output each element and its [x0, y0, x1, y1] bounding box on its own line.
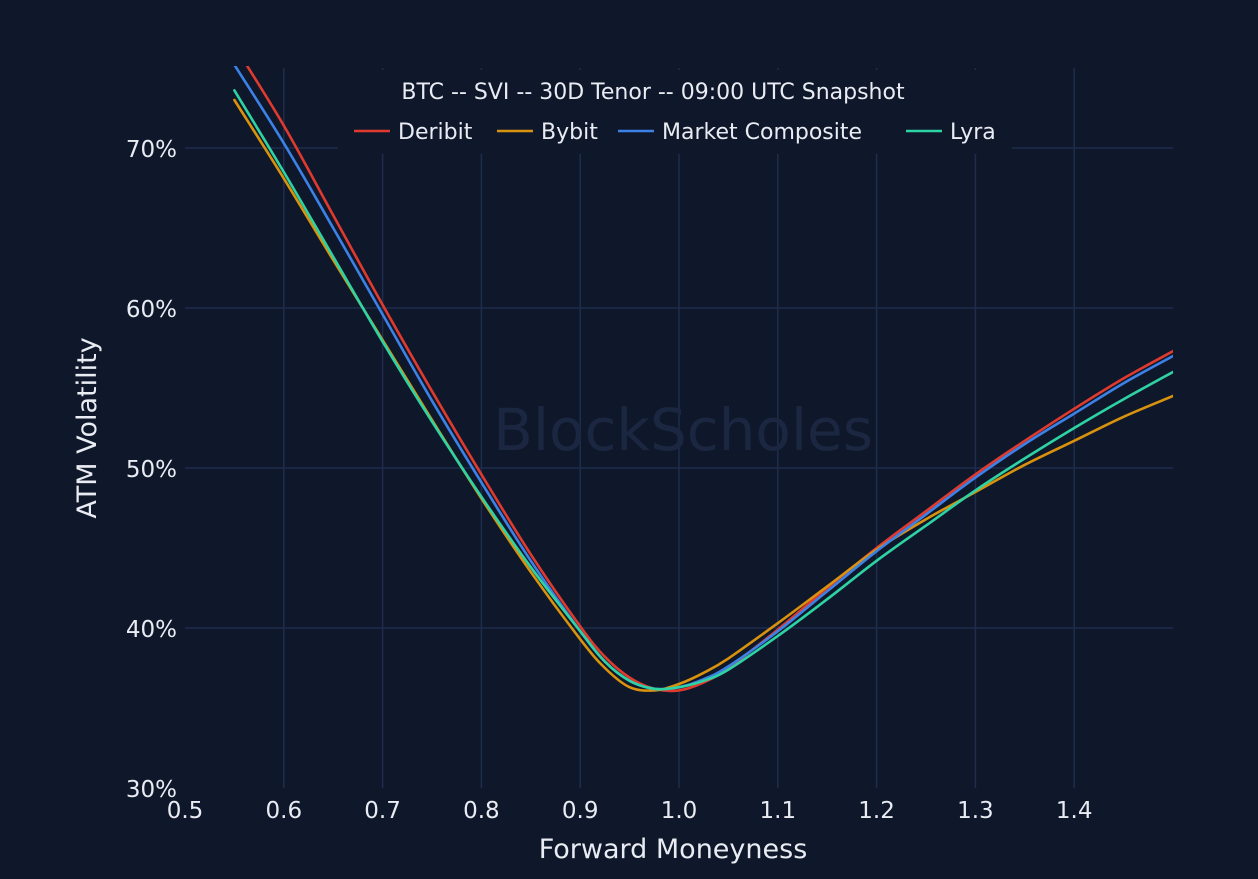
legend-items: Deribit Bybit Market Composite Lyra: [354, 120, 996, 145]
legend-label: Bybit: [541, 120, 598, 145]
x-axis-label: Forward Moneyness: [539, 834, 808, 865]
series-lines: [233, 66, 1173, 693]
legend-label: Deribit: [398, 120, 473, 145]
x-tick-label: 1.3: [957, 798, 994, 824]
x-tick-label: 0.9: [562, 798, 599, 824]
watermark-text: BlockScholes: [493, 396, 873, 464]
x-axis-ticks: 0.5 0.6 0.7 0.8 0.9 1.0 1.1 1.2 1.3 1.4: [167, 798, 1093, 824]
y-tick-label: 40%: [126, 617, 177, 643]
x-tick-label: 0.7: [364, 798, 401, 824]
legend-item-market-composite: Market Composite: [618, 120, 862, 145]
x-tick-label: 1.1: [760, 798, 797, 824]
legend: BTC -- SVI -- 30D Tenor -- 09:00 UTC Sna…: [338, 70, 1012, 154]
legend-item-deribit: Deribit: [354, 120, 473, 145]
series-line-lyra: [233, 89, 1173, 691]
legend-item-lyra: Lyra: [906, 120, 996, 145]
y-axis-ticks: 30% 40% 50% 60% 70%: [126, 137, 177, 803]
y-tick-label: 60%: [126, 297, 177, 323]
x-tick-label: 1.2: [858, 798, 895, 824]
y-axis-label: ATM Volatility: [72, 337, 103, 518]
legend-item-bybit: Bybit: [497, 120, 598, 145]
y-tick-label: 30%: [126, 777, 177, 803]
chart-title: BTC -- SVI -- 30D Tenor -- 09:00 UTC Sna…: [401, 80, 905, 105]
legend-label: Market Composite: [662, 120, 862, 145]
x-tick-label: 0.5: [167, 798, 204, 824]
x-tick-label: 1.4: [1056, 798, 1093, 824]
x-tick-label: 1.0: [661, 798, 698, 824]
legend-background: [338, 70, 1012, 154]
y-tick-label: 70%: [126, 137, 177, 163]
y-tick-label: 50%: [126, 457, 177, 483]
legend-label: Lyra: [950, 120, 996, 145]
x-tick-label: 0.8: [463, 798, 500, 824]
series-line-market-composite: [233, 66, 1173, 691]
x-tick-label: 0.6: [266, 798, 303, 824]
